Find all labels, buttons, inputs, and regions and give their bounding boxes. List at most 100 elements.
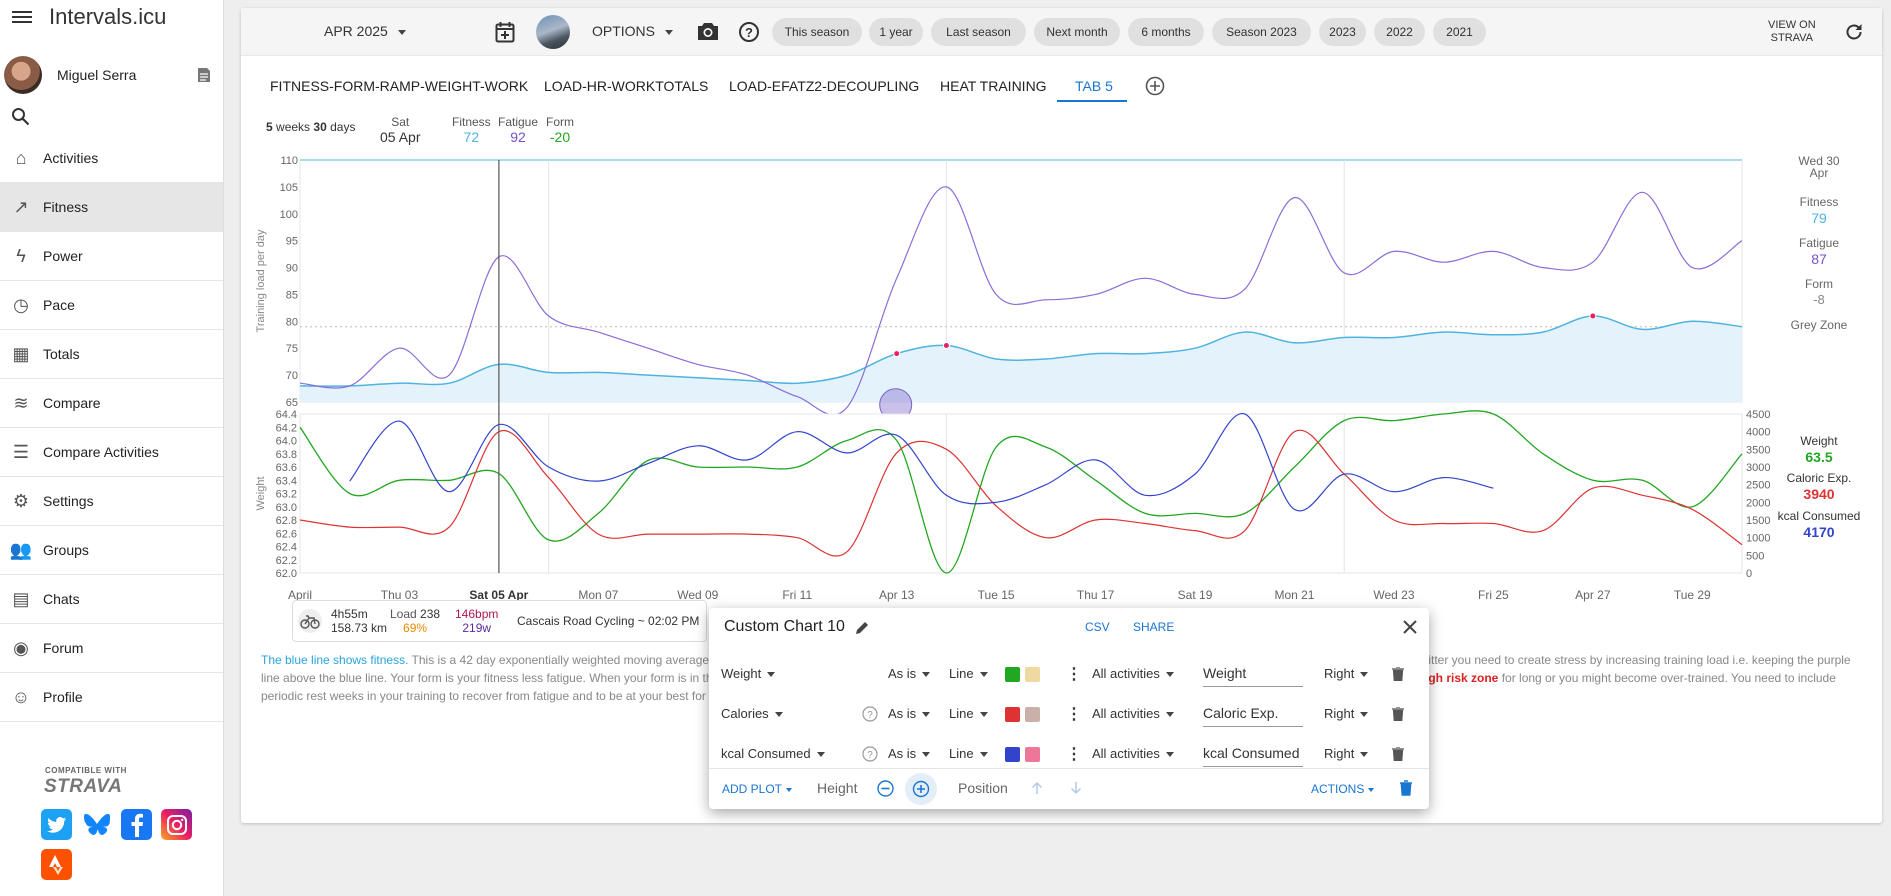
plot-transform-select[interactable]: As is <box>888 746 931 761</box>
sidebar-item-totals[interactable]: ▦ Totals <box>0 330 223 379</box>
range-chip[interactable]: 2022 <box>1374 18 1425 46</box>
more-options-icon[interactable]: ⋮ <box>1066 666 1082 683</box>
help-icon[interactable]: ? <box>738 21 760 43</box>
calendar-add-icon[interactable] <box>495 21 515 43</box>
activity-name[interactable]: Cascais Road Cycling ~ 02:02 PM <box>517 614 700 628</box>
avatar[interactable] <box>4 56 42 94</box>
twitter-icon[interactable] <box>41 809 72 840</box>
plot-label-input[interactable]: Weight <box>1203 665 1303 687</box>
notes-icon[interactable] <box>197 67 211 83</box>
bluesky-icon[interactable] <box>81 809 112 840</box>
activity-filter-select[interactable]: All activities <box>1092 666 1174 681</box>
plot-transform-select[interactable]: As is <box>888 666 931 681</box>
increase-height-icon[interactable] <box>912 780 930 798</box>
actions-button[interactable]: ACTIONS <box>1311 782 1375 796</box>
sidebar-item-groups[interactable]: 👥 Groups <box>0 526 223 575</box>
range-chip[interactable]: 2023 <box>1319 18 1366 46</box>
sidebar-item-forum[interactable]: ◉ Forum <box>0 624 223 673</box>
plot-type-select[interactable]: Line <box>949 746 988 761</box>
axis-side-select[interactable]: Right <box>1324 666 1369 681</box>
more-options-icon[interactable]: ⋮ <box>1066 746 1082 763</box>
delete-chart-icon[interactable] <box>1399 780 1413 796</box>
close-icon[interactable] <box>1402 619 1418 635</box>
y-tick-label: 63.6 <box>276 462 297 474</box>
activity-load: Load 238 <box>390 607 441 621</box>
tab-load-efatz2-decoupling[interactable]: LOAD-EFATZ2-DECOUPLING <box>729 78 920 94</box>
activity-card[interactable]: 4h55m 158.73 km Load 238 69% 146bpm 219w… <box>292 600 707 642</box>
plot-transform-select[interactable]: As is <box>888 706 931 721</box>
more-options-icon[interactable]: ⋮ <box>1066 706 1082 723</box>
fill-color-swatch[interactable] <box>1025 667 1040 682</box>
axis-side-select[interactable]: Right <box>1324 706 1369 721</box>
delete-plot-icon[interactable] <box>1392 747 1404 761</box>
add-plot-button[interactable]: ADD PLOT <box>722 782 793 796</box>
sidebar-item-power[interactable]: ϟ Power <box>0 232 223 281</box>
user-name[interactable]: Miguel Serra <box>57 67 137 83</box>
fitness-marker[interactable] <box>1589 312 1597 320</box>
plot-field-select[interactable]: Weight <box>721 666 776 681</box>
range-chip[interactable]: Last season <box>931 18 1026 46</box>
instagram-icon[interactable] <box>161 809 192 840</box>
month-selector[interactable]: APR 2025 <box>324 23 406 39</box>
line-color-swatch[interactable] <box>1005 667 1020 682</box>
sidebar-item-chats[interactable]: ▤ Chats <box>0 575 223 624</box>
athlete-photo[interactable] <box>536 15 570 49</box>
plot-type-select[interactable]: Line <box>949 666 988 681</box>
y-tick-label: 105 <box>280 182 298 194</box>
view-on-strava-link[interactable]: VIEW ON STRAVA <box>1768 19 1816 44</box>
sidebar-item-compare[interactable]: ≋ Compare <box>0 379 223 428</box>
plot-label-input[interactable]: Caloric Exp. <box>1203 705 1303 727</box>
csv-button[interactable]: CSV <box>1085 620 1110 634</box>
decrease-height-icon[interactable] <box>877 780 894 797</box>
tab-tab-5[interactable]: TAB 5 <box>1075 78 1113 94</box>
sidebar-item-pace[interactable]: ◷ Pace <box>0 281 223 330</box>
strava-icon[interactable] <box>41 849 72 880</box>
fitness-line <box>299 315 1743 387</box>
sidebar-item-compare-activities[interactable]: ☰ Compare Activities <box>0 428 223 477</box>
delete-plot-icon[interactable] <box>1392 667 1404 681</box>
fill-color-swatch[interactable] <box>1025 747 1040 762</box>
activity-filter-select[interactable]: All activities <box>1092 706 1174 721</box>
plot-label-input[interactable]: kcal Consumed <box>1203 745 1303 767</box>
range-chip[interactable]: Season 2023 <box>1212 18 1311 46</box>
compatible-with-label: COMPATIBLE WITH <box>45 766 127 775</box>
options-menu[interactable]: OPTIONS <box>592 23 674 39</box>
tab-load-hr-worktotals[interactable]: LOAD-HR-WORKTOTALS <box>544 78 709 94</box>
axis-side-select[interactable]: Right <box>1324 746 1369 761</box>
share-button[interactable]: SHARE <box>1133 620 1175 634</box>
increase-height-button[interactable] <box>905 773 937 805</box>
move-up-icon[interactable] <box>1031 781 1043 795</box>
fitness-marker[interactable] <box>942 342 950 350</box>
plot-field-select[interactable]: Calories <box>721 706 783 721</box>
activity-filter-select[interactable]: All activities <box>1092 746 1174 761</box>
tab-fitness-form-ramp-weight-work[interactable]: FITNESS-FORM-RAMP-WEIGHT-WORK <box>270 78 529 94</box>
plot-type-select[interactable]: Line <box>949 706 988 721</box>
plot-field-select[interactable]: kcal Consumed <box>721 746 825 761</box>
line-color-swatch[interactable] <box>1005 707 1020 722</box>
range-chip[interactable]: 1 year <box>869 18 923 46</box>
help-icon[interactable]: ? <box>862 746 878 762</box>
range-chip[interactable]: 6 months <box>1128 18 1204 46</box>
search-icon[interactable] <box>11 107 30 126</box>
sidebar-item-settings[interactable]: ⚙ Settings <box>0 477 223 526</box>
sidebar-item-fitness[interactable]: ↗ Fitness <box>0 183 223 232</box>
range-chip[interactable]: 2021 <box>1433 18 1486 46</box>
add-tab-icon[interactable] <box>1145 76 1165 96</box>
edit-title-icon[interactable] <box>855 621 869 635</box>
sidebar-item-activities[interactable]: ⌂ Activities <box>0 134 223 183</box>
refresh-icon[interactable] <box>1844 22 1864 42</box>
sidebar-item-profile[interactable]: ☺ Profile <box>0 673 223 722</box>
fitness-marker[interactable] <box>893 350 901 358</box>
facebook-icon[interactable] <box>121 809 152 840</box>
range-chip[interactable]: This season <box>772 18 862 46</box>
fill-color-swatch[interactable] <box>1025 707 1040 722</box>
help-icon[interactable]: ? <box>862 706 878 722</box>
tab-heat-training[interactable]: HEAT TRAINING <box>940 78 1047 94</box>
fitness-chart[interactable]: 65 70 75 80 85 90 95 100 105 110 Training load per… <box>241 8 1882 608</box>
range-chip[interactable]: Next month <box>1034 18 1120 46</box>
line-color-swatch[interactable] <box>1005 747 1020 762</box>
menu-icon[interactable] <box>12 8 32 24</box>
delete-plot-icon[interactable] <box>1392 707 1404 721</box>
camera-icon[interactable] <box>697 21 719 41</box>
move-down-icon[interactable] <box>1070 781 1082 795</box>
